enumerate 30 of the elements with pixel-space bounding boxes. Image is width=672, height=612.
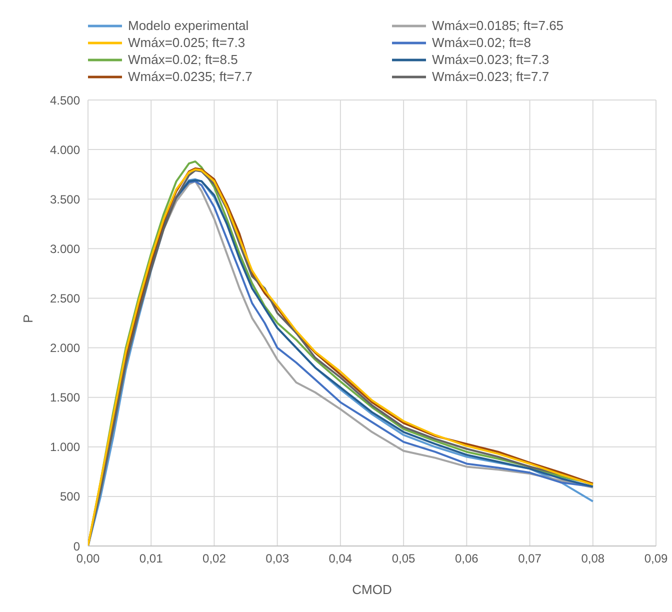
x-tick-label: 0,07 [518,552,542,566]
y-tick-label: 500 [60,490,80,504]
y-axis-title: P [20,314,36,323]
x-tick-label: 0,09 [644,552,668,566]
legend-label: Wmáx=0.0235; ft=7.7 [128,69,252,84]
y-tick-label: 4.000 [50,142,80,157]
legend-label: Wmáx=0.025; ft=7.3 [128,35,246,50]
x-tick-label: 0,04 [328,552,352,566]
y-tick-label: 4.500 [50,93,80,108]
x-tick-label: 0,05 [392,552,416,566]
x-tick-label: 0,03 [266,552,290,566]
y-tick-label: 1.000 [50,440,80,454]
x-tick-label: 0,00 [76,552,100,566]
y-tick-label: 2.000 [50,341,80,356]
legend-label: Wmáx=0.02; ft=8 [432,35,531,50]
legend-label: Modelo experimental [128,18,249,33]
y-tick-label: 1.500 [50,390,80,405]
legend-label: Wmáx=0.023; ft=7.3 [432,52,550,67]
legend-label: Wmáx=0.0185; ft=7.65 [432,18,564,33]
legend-label: Wmáx=0.02; ft=8.5 [128,52,238,67]
x-axis-title: CMOD [352,582,392,597]
y-tick-label: 3.500 [50,192,80,206]
y-tick-label: 2.500 [50,291,80,306]
legend-label: Wmáx=0.023; ft=7.7 [432,69,550,84]
x-tick-label: 0,01 [139,552,164,566]
x-tick-label: 0,08 [581,552,605,566]
y-tick-label: 3.000 [50,242,80,256]
y-tick-label: 0 [73,539,80,554]
x-tick-label: 0,02 [202,552,226,566]
x-tick-label: 0,06 [454,552,479,566]
